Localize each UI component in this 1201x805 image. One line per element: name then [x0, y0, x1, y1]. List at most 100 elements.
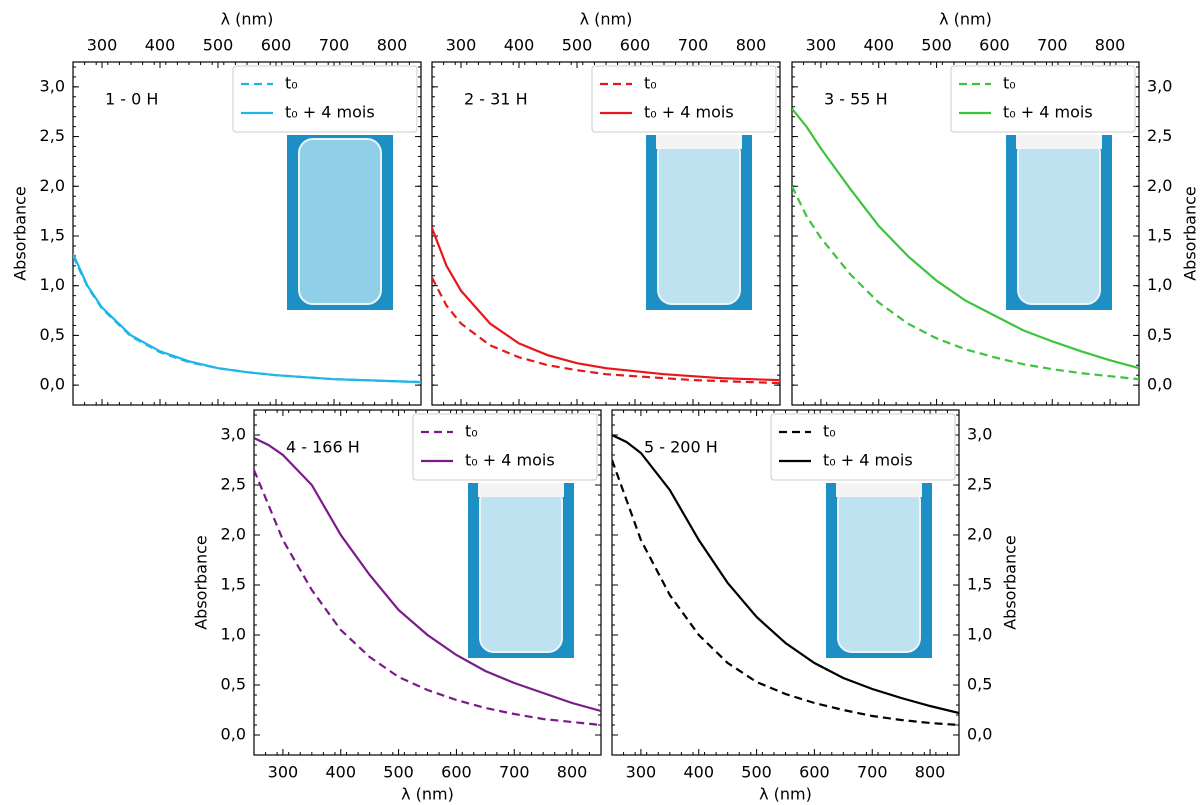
y-tick-label: 0,0: [221, 725, 246, 744]
panel-annotation: 3 - 55 H: [824, 90, 888, 109]
series-line: [612, 434, 959, 715]
x-tick-label: 600: [441, 763, 472, 782]
x-tick-label: 400: [863, 36, 894, 55]
y-tick-label: 2,0: [1147, 176, 1172, 195]
y-tick-label: 1,5: [40, 225, 65, 244]
y-tick-label: 0,0: [40, 375, 65, 394]
panel-annotation: 2 - 31 H: [464, 90, 528, 109]
y-tick-label: 2,5: [1147, 126, 1172, 145]
y-tick-label: 2,0: [967, 525, 992, 544]
vial: [837, 486, 921, 653]
y-tick-label: 0,0: [1147, 375, 1172, 394]
legend-box: [770, 413, 956, 481]
series-line: [432, 277, 780, 385]
x-tick-label: 500: [741, 763, 772, 782]
series-line: [792, 108, 1139, 370]
x-tick-label: 600: [979, 36, 1010, 55]
panel-annotation: 1 - 0 H: [105, 90, 158, 109]
y-tick-label: 1,0: [1147, 275, 1172, 294]
x-tick-label: 700: [857, 763, 888, 782]
x-tick-label: 800: [557, 763, 588, 782]
x-tick-label: 300: [806, 36, 837, 55]
x-axis-label: λ (nm): [759, 785, 812, 804]
y-tick-label: 2,0: [221, 525, 246, 544]
y-tick-label: 1,0: [40, 275, 65, 294]
legend-label: t₀ + 4 mois: [823, 451, 913, 470]
vial-cap: [478, 483, 564, 497]
series-line: [73, 253, 421, 384]
series-line: [432, 227, 780, 382]
legend-box: [412, 413, 598, 481]
x-tick-label: 400: [145, 36, 176, 55]
x-tick-label: 500: [203, 36, 234, 55]
y-tick-label: 1,0: [221, 625, 246, 644]
legend-label: t₀ + 4 mois: [465, 451, 555, 470]
y-tick-label: 1,5: [221, 575, 246, 594]
series-line: [612, 459, 959, 727]
legend-box: [950, 65, 1136, 133]
legend-label: t₀ + 4 mois: [1003, 103, 1093, 122]
vial: [657, 138, 741, 305]
x-tick-label: 400: [504, 36, 535, 55]
x-axis-label: λ (nm): [580, 10, 633, 29]
x-tick-label: 500: [921, 36, 952, 55]
legend-label: t₀: [285, 74, 298, 93]
y-tick-label: 1,5: [967, 575, 992, 594]
x-tick-label: 800: [377, 36, 408, 55]
x-tick-label: 500: [383, 763, 414, 782]
x-tick-label: 400: [325, 763, 356, 782]
x-tick-label: 300: [87, 36, 118, 55]
y-tick-label: 1,5: [1147, 225, 1172, 244]
legend-label: t₀: [465, 422, 478, 441]
vial-cap: [1016, 135, 1102, 149]
legend-box: [232, 65, 418, 133]
x-tick-label: 600: [620, 36, 651, 55]
vial: [298, 138, 382, 305]
y-tick-label: 2,5: [40, 126, 65, 145]
y-tick-label: 0,5: [40, 325, 65, 344]
y-axis-label: Absorbance: [192, 535, 211, 630]
legend-box: [591, 65, 777, 133]
legend-label: t₀ + 4 mois: [644, 103, 734, 122]
x-tick-label: 800: [915, 763, 946, 782]
y-tick-label: 1,0: [967, 625, 992, 644]
vial: [479, 486, 563, 653]
y-tick-label: 0,0: [967, 725, 992, 744]
y-tick-label: 3,0: [1147, 76, 1172, 95]
legend-label: t₀ + 4 mois: [285, 103, 375, 122]
y-tick-label: 0,5: [221, 675, 246, 694]
panel-annotation: 4 - 166 H: [286, 438, 360, 457]
vial-cap: [656, 135, 742, 149]
x-tick-label: 300: [626, 763, 657, 782]
x-axis-label: λ (nm): [401, 785, 454, 804]
y-tick-label: 0,5: [967, 675, 992, 694]
series-line: [254, 469, 601, 727]
series-line: [792, 185, 1139, 381]
x-axis-label: λ (nm): [939, 10, 992, 29]
x-tick-label: 600: [799, 763, 830, 782]
y-tick-label: 0,5: [1147, 325, 1172, 344]
y-axis-label: Absorbance: [11, 186, 30, 281]
y-tick-label: 3,0: [967, 425, 992, 444]
x-tick-label: 400: [683, 763, 714, 782]
y-tick-label: 3,0: [221, 425, 246, 444]
x-tick-label: 800: [736, 36, 767, 55]
x-tick-label: 700: [678, 36, 709, 55]
y-axis-label: Absorbance: [1181, 186, 1200, 281]
x-tick-label: 700: [319, 36, 350, 55]
x-tick-label: 600: [261, 36, 292, 55]
x-axis-label: λ (nm): [221, 10, 274, 29]
series-line: [254, 437, 601, 713]
x-tick-label: 800: [1095, 36, 1126, 55]
y-axis-label: Absorbance: [1001, 535, 1020, 630]
y-tick-label: 2,0: [40, 176, 65, 195]
x-tick-label: 700: [1037, 36, 1068, 55]
x-tick-label: 300: [268, 763, 299, 782]
vial: [1017, 138, 1101, 305]
panel-annotation: 5 - 200 H: [644, 438, 718, 457]
y-tick-label: 2,5: [967, 475, 992, 494]
legend-label: t₀: [823, 422, 836, 441]
x-tick-label: 500: [562, 36, 593, 55]
